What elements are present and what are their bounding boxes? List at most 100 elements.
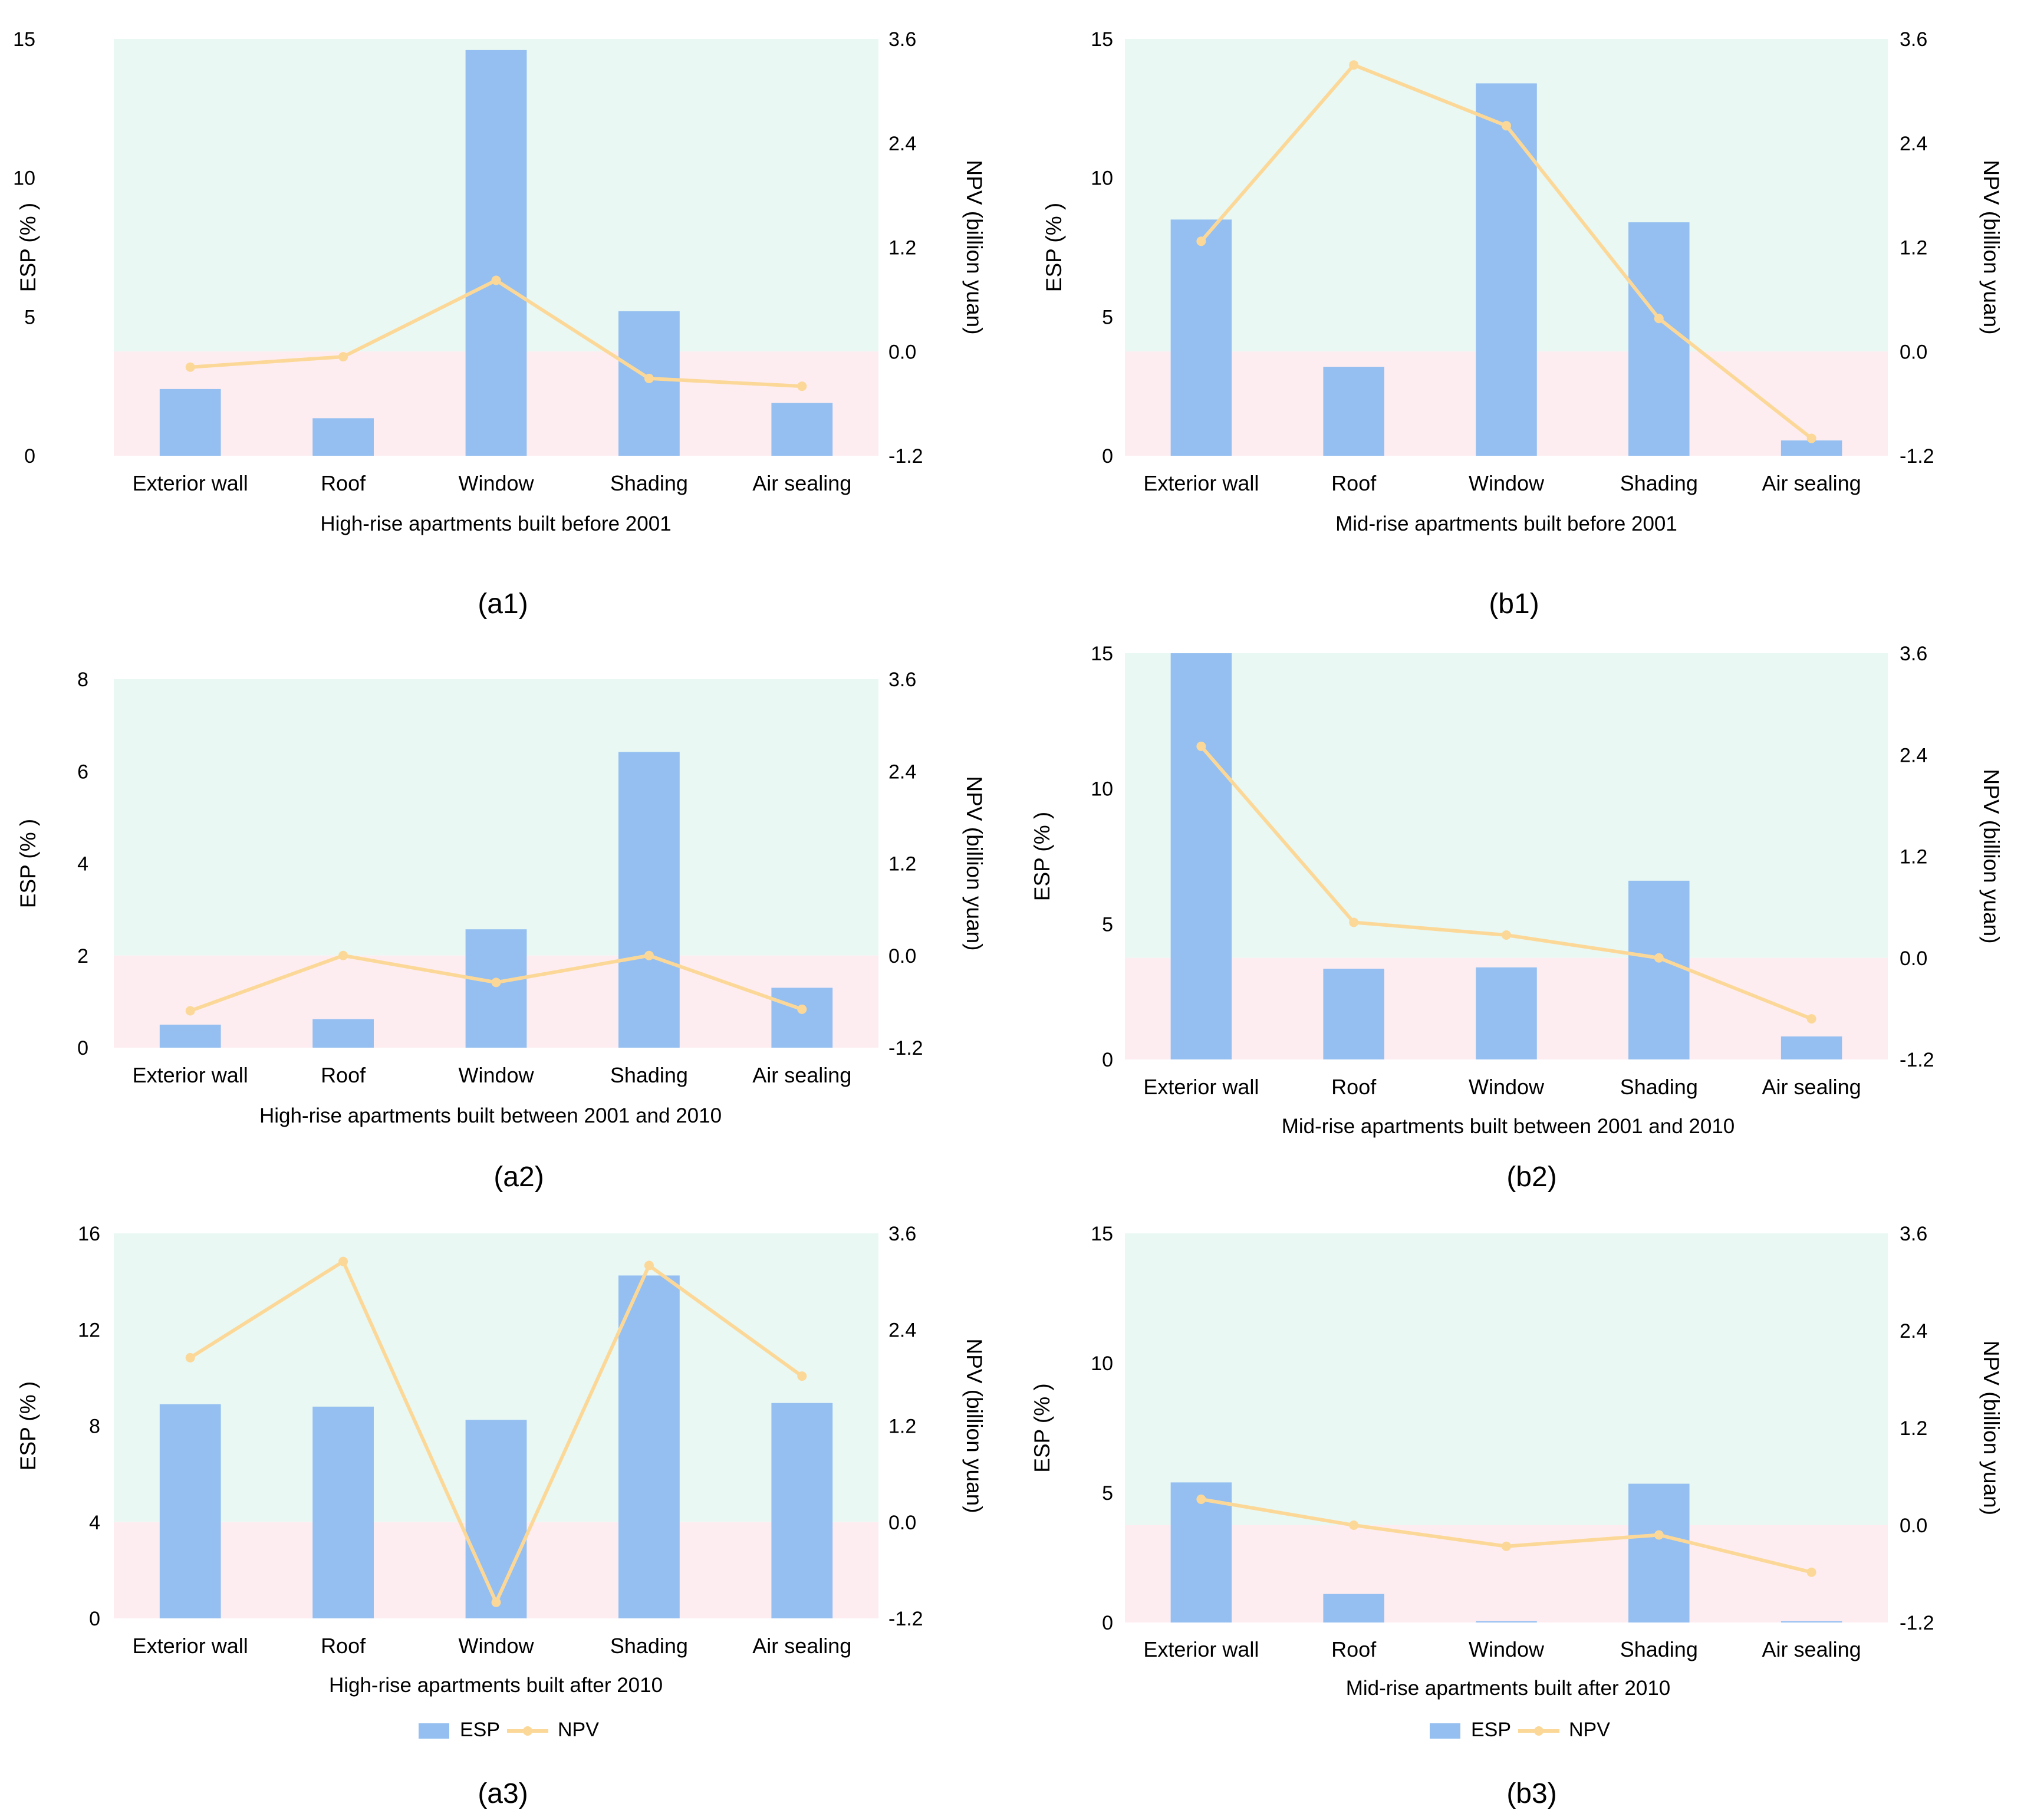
npv-point-2 bbox=[1349, 1520, 1359, 1530]
category-label: Roof bbox=[321, 1063, 366, 1087]
left-axis-title: ESP (% ) bbox=[16, 1381, 40, 1470]
legend-npv-marker bbox=[523, 1726, 532, 1736]
category-label: Roof bbox=[321, 471, 366, 495]
esp-bar-3 bbox=[1476, 967, 1537, 1059]
x-axis-caption: Mid-rise apartments built after 2010 bbox=[1346, 1677, 1671, 1700]
esp-bar-5 bbox=[771, 1403, 833, 1618]
legend-npv-label: NPV bbox=[1569, 1719, 1610, 1741]
right-tick-label: 3.6 bbox=[1900, 28, 1927, 51]
left-tick-label: 0 bbox=[1102, 1612, 1113, 1634]
right-tick-label: 0.0 bbox=[1900, 341, 1927, 363]
x-axis-caption: Mid-rise apartments built between 2001 a… bbox=[1282, 1115, 1735, 1138]
left-axis-title: ESP (% ) bbox=[1030, 1383, 1054, 1472]
category-label: Air sealing bbox=[1762, 1075, 1861, 1099]
left-tick-label: 0 bbox=[1102, 445, 1113, 468]
category-label: Air sealing bbox=[1762, 471, 1861, 495]
npv-point-5 bbox=[797, 381, 807, 391]
panel-label: (b2) bbox=[1506, 1161, 1556, 1193]
npv-point-2 bbox=[338, 1256, 348, 1266]
npv-point-5 bbox=[1806, 1567, 1816, 1577]
left-tick-label: 15 bbox=[1091, 28, 1113, 51]
legend-esp-label: ESP bbox=[460, 1719, 500, 1741]
right-tick-label: 1.2 bbox=[888, 853, 916, 876]
category-label: Exterior wall bbox=[1143, 1637, 1259, 1661]
npv-point-4 bbox=[1654, 1530, 1664, 1540]
esp-bar-4 bbox=[1628, 1483, 1690, 1622]
esp-bar-4 bbox=[618, 752, 680, 1048]
x-axis-caption: High-rise apartments built before 2001 bbox=[320, 512, 671, 535]
positive-npv-band bbox=[114, 679, 878, 956]
npv-point-2 bbox=[1349, 917, 1359, 927]
right-tick-label: 2.4 bbox=[1900, 133, 1927, 155]
esp-bar-3 bbox=[465, 929, 527, 1048]
category-label: Shading bbox=[1620, 471, 1698, 495]
npv-point-5 bbox=[797, 1371, 807, 1381]
left-tick-label: 4 bbox=[77, 853, 88, 876]
left-tick-label: 8 bbox=[89, 1416, 100, 1438]
esp-bar-5 bbox=[1781, 1036, 1842, 1059]
npv-point-3 bbox=[491, 1597, 501, 1607]
panel-label: (b3) bbox=[1506, 1778, 1556, 1809]
right-tick-label: 3.6 bbox=[888, 28, 916, 51]
category-label: Roof bbox=[1331, 1075, 1377, 1099]
chart-panel-5: 0 4 8 12 16 -1.2 0.0 1.2 2.4 3.6 Exterior wall Roof… bbox=[16, 1223, 986, 1809]
left-tick-label: 5 bbox=[1102, 913, 1113, 936]
category-label: Air sealing bbox=[752, 1063, 851, 1087]
esp-bar-5 bbox=[771, 403, 833, 456]
esp-bar-1 bbox=[1170, 219, 1232, 456]
right-axis-title: NPV (billion yuan) bbox=[962, 776, 986, 950]
left-tick-label: 8 bbox=[77, 669, 88, 691]
category-label: Roof bbox=[1331, 471, 1377, 495]
esp-bar-1 bbox=[159, 1404, 221, 1618]
left-tick-label: 10 bbox=[1091, 778, 1113, 801]
npv-point-3 bbox=[1502, 930, 1511, 940]
legend-esp-swatch bbox=[419, 1723, 449, 1739]
esp-bar-1 bbox=[159, 1024, 221, 1048]
chart-panel-4: 0 5 10 15 -1.2 0.0 1.2 2.4 3.6 Exterior wall Roof W… bbox=[1030, 643, 2003, 1193]
npv-point-1 bbox=[1196, 741, 1206, 751]
legend-2: ESP NPV bbox=[1430, 1719, 1610, 1741]
npv-point-3 bbox=[491, 978, 501, 988]
chart-panel-1: 0 5 10 15 -1.2 0.0 1.2 2.4 3.6 Exterior wall Roof W… bbox=[13, 28, 986, 620]
right-tick-label: 2.4 bbox=[888, 761, 916, 783]
npv-point-3 bbox=[1502, 121, 1511, 131]
left-tick-label: 6 bbox=[77, 761, 88, 783]
npv-point-1 bbox=[185, 1352, 195, 1362]
npv-point-4 bbox=[1654, 314, 1664, 324]
right-tick-label: -1.2 bbox=[888, 1037, 923, 1059]
esp-bar-2 bbox=[1323, 367, 1384, 456]
npv-point-2 bbox=[338, 352, 348, 362]
left-tick-label: 0 bbox=[1102, 1049, 1113, 1071]
category-label: Shading bbox=[610, 471, 688, 495]
esp-bar-3 bbox=[465, 50, 527, 456]
left-tick-label: 0 bbox=[89, 1608, 100, 1630]
right-tick-label: 0.0 bbox=[1900, 1515, 1927, 1537]
legend-esp-label: ESP bbox=[1471, 1719, 1511, 1741]
legend-1: ESP NPV bbox=[419, 1719, 599, 1741]
panel-label: (a2) bbox=[493, 1161, 544, 1193]
category-label: Roof bbox=[321, 1634, 366, 1658]
right-tick-label: 1.2 bbox=[1900, 1417, 1927, 1440]
esp-bar-2 bbox=[312, 1406, 374, 1618]
esp-bar-2 bbox=[312, 418, 374, 456]
right-axis-title: NPV (billion yuan) bbox=[1979, 769, 2003, 943]
right-tick-label: 2.4 bbox=[888, 133, 916, 155]
npv-point-1 bbox=[185, 362, 195, 372]
category-label: Window bbox=[1469, 471, 1545, 495]
esp-bar-2 bbox=[1323, 1594, 1384, 1622]
left-tick-label: 2 bbox=[77, 945, 88, 967]
x-axis-caption: Mid-rise apartments built before 2001 bbox=[1335, 512, 1677, 535]
category-label: Exterior wall bbox=[133, 1063, 248, 1087]
legend-npv-label: NPV bbox=[558, 1719, 599, 1741]
category-label: Exterior wall bbox=[1143, 1075, 1259, 1099]
right-tick-label: -1.2 bbox=[1900, 1049, 1934, 1071]
right-tick-label: 1.2 bbox=[1900, 237, 1927, 259]
category-label: Window bbox=[1469, 1075, 1545, 1099]
esp-bar-3 bbox=[465, 1420, 527, 1618]
npv-point-1 bbox=[1196, 1495, 1206, 1504]
right-tick-label: 2.4 bbox=[1900, 1320, 1927, 1342]
chart-panel-3: 0 2 4 6 8 -1.2 0.0 1.2 2.4 3.6 Exterior wall Roof Wi… bbox=[16, 669, 986, 1193]
category-label: Window bbox=[458, 1063, 534, 1087]
esp-bar-3 bbox=[1476, 1621, 1537, 1622]
right-axis-title: NPV (billion yuan) bbox=[962, 1338, 986, 1513]
